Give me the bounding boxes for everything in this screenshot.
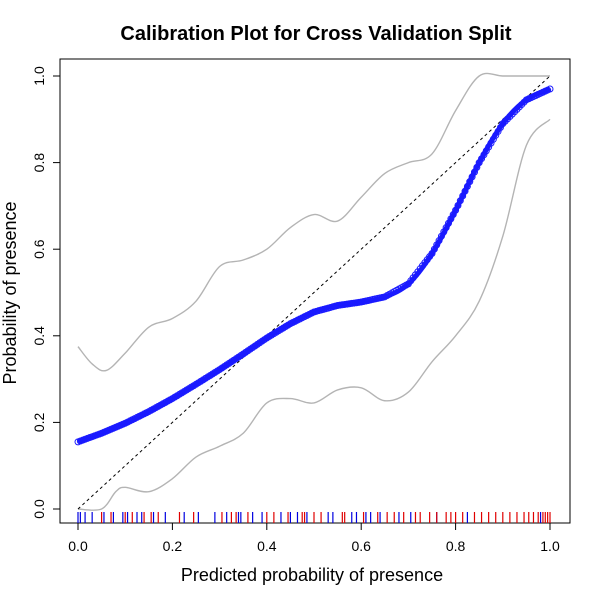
upper-confidence-band bbox=[77, 72, 550, 372]
curve-point bbox=[513, 105, 521, 113]
x-axis: 0.0 0.2 0.4 0.6 0.8 1.0 bbox=[68, 522, 560, 554]
x-tick-label: 0.2 bbox=[163, 538, 183, 554]
rug-marks bbox=[77, 512, 551, 523]
y-axis-label: Probability of presence bbox=[0, 201, 20, 384]
curve-point bbox=[511, 108, 519, 116]
curve-point bbox=[336, 301, 344, 309]
curve-point bbox=[480, 151, 488, 159]
curve-point bbox=[485, 143, 493, 151]
curve-point bbox=[350, 299, 358, 307]
x-tick-label: 0.4 bbox=[257, 538, 277, 554]
curve-point bbox=[504, 115, 512, 123]
confidence-bands bbox=[77, 72, 551, 511]
plot-frame bbox=[59, 58, 571, 524]
y-tick-label: 1.0 bbox=[31, 66, 47, 86]
curve-point bbox=[499, 120, 507, 128]
curve-point bbox=[343, 300, 351, 308]
y-tick-label: 0.8 bbox=[31, 153, 47, 173]
curve-point bbox=[546, 85, 554, 93]
reference-diagonal bbox=[77, 75, 551, 510]
curve-point bbox=[487, 139, 495, 147]
curve-point bbox=[496, 124, 504, 132]
curve-point bbox=[494, 127, 502, 135]
curve-point bbox=[501, 117, 509, 125]
curve-point bbox=[338, 301, 346, 309]
y-axis: 0.0 0.2 0.4 0.6 0.8 1.0 bbox=[31, 66, 61, 519]
curve-point bbox=[489, 135, 497, 143]
curve-point bbox=[355, 298, 363, 306]
calibration-curve-line bbox=[77, 86, 552, 445]
curve-point bbox=[341, 300, 349, 308]
curve-point bbox=[478, 155, 486, 163]
curve-point bbox=[508, 110, 516, 118]
y-tick-label: 0.4 bbox=[31, 326, 47, 346]
curve-point bbox=[345, 300, 353, 308]
curve-point bbox=[518, 101, 526, 109]
x-tick-label: 1.0 bbox=[540, 538, 560, 554]
lower-confidence-band bbox=[77, 118, 551, 511]
curve-point bbox=[520, 98, 528, 106]
curve-point bbox=[352, 299, 360, 307]
curve-point bbox=[334, 301, 342, 309]
x-tick-label: 0.8 bbox=[446, 538, 466, 554]
curve-point bbox=[515, 103, 523, 111]
calibration-curve bbox=[74, 85, 554, 446]
x-tick-label: 0.0 bbox=[68, 538, 88, 554]
y-tick-label: 0.6 bbox=[31, 239, 47, 259]
curve-point bbox=[492, 131, 500, 139]
x-tick-label: 0.6 bbox=[351, 538, 371, 554]
y-tick-label: 0.0 bbox=[31, 499, 47, 519]
curve-point bbox=[506, 112, 514, 120]
chart-title: Calibration Plot for Cross Validation Sp… bbox=[120, 23, 511, 45]
curve-point bbox=[348, 299, 356, 307]
y-tick-label: 0.2 bbox=[31, 412, 47, 432]
curve-point bbox=[482, 147, 490, 155]
x-axis-label: Predicted probability of presence bbox=[181, 565, 443, 585]
curve-point bbox=[475, 159, 483, 167]
reference-line bbox=[77, 75, 551, 510]
